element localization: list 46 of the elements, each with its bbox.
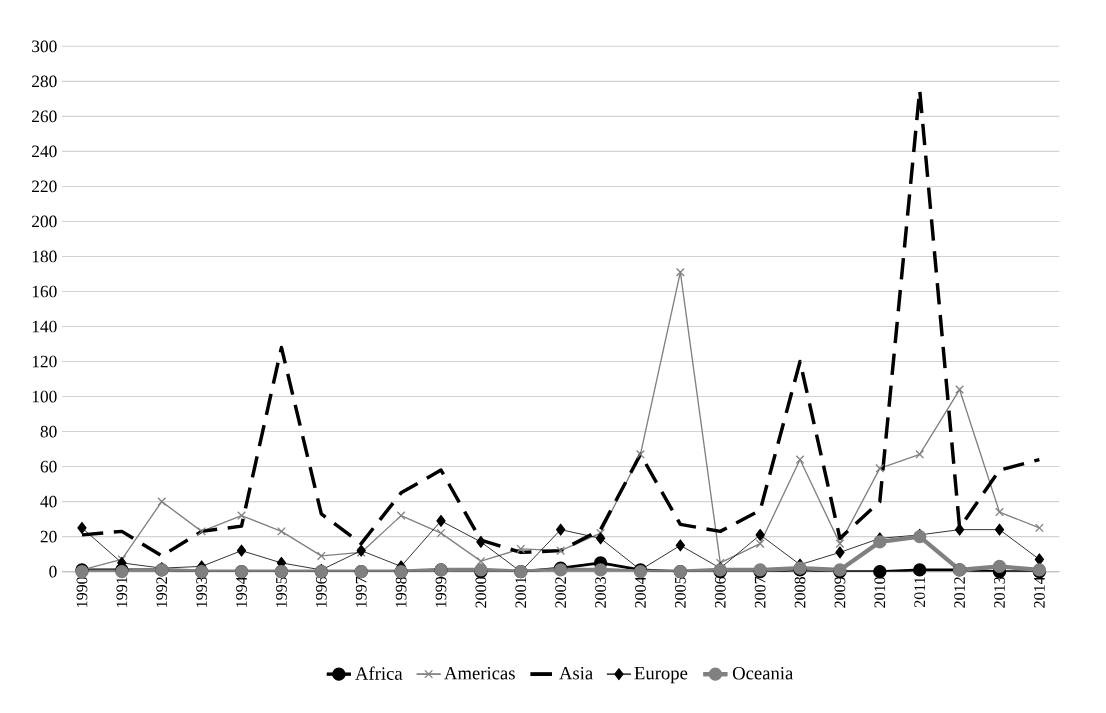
x-tick-label: 1998 <box>395 576 407 607</box>
x-tick-label: 1992 <box>156 577 168 607</box>
legend-label: Oceania <box>732 666 794 680</box>
y-tick-label: 20 <box>40 530 57 543</box>
x-tick-label: 2008 <box>794 576 806 608</box>
y-tick-label: 40 <box>40 495 57 508</box>
x-tick-label: 1991 <box>116 577 128 607</box>
x-tick-label: 2003 <box>595 576 606 608</box>
legend-label: Americas <box>444 666 515 680</box>
x-tick-label: 2007 <box>754 576 766 608</box>
x-tick-label: 2001 <box>515 577 527 608</box>
y-tick-label: 80 <box>40 425 57 438</box>
x-tick-label: 1990 <box>76 576 88 607</box>
x-tick-label: 1994 <box>236 576 247 607</box>
x-tick-label: 2011 <box>914 577 926 608</box>
x-tick-label: 1993 <box>196 576 207 607</box>
y-tick-label: 100 <box>32 390 57 403</box>
y-tick-label: 300 <box>32 40 57 53</box>
x-tick-label: 1995 <box>276 576 287 607</box>
y-tick-label: 220 <box>32 180 57 193</box>
x-tick-label: 2004 <box>635 576 646 608</box>
legend-label: Africa <box>355 666 403 680</box>
y-tick-label: 200 <box>32 215 57 228</box>
y-tick-label: 240 <box>32 145 57 158</box>
legend-label: Europe <box>634 667 688 684</box>
x-tick-label: 1996 <box>315 576 327 607</box>
y-tick-label: 0 <box>49 565 57 578</box>
x-tick-label: 2000 <box>475 576 487 608</box>
y-tick-label: 160 <box>32 285 57 298</box>
x-tick-label: 1999 <box>435 577 447 607</box>
y-tick-label: 60 <box>40 460 57 473</box>
x-tick-label: 2014 <box>1033 576 1045 608</box>
x-tick-label: 2013 <box>994 576 1005 608</box>
y-tick-label: 180 <box>32 250 57 263</box>
x-tick-label: 2012 <box>954 577 965 608</box>
y-tick-label: 280 <box>32 75 57 88</box>
y-tick-label: 120 <box>32 355 57 368</box>
y-tick-label: 140 <box>32 320 57 333</box>
x-tick-label: 2002 <box>555 577 567 608</box>
x-tick-label: 2006 <box>714 576 726 608</box>
x-tick-label: 2005 <box>674 576 686 608</box>
x-tick-label: 2010 <box>874 576 886 608</box>
y-tick-label: 260 <box>32 110 57 123</box>
x-tick-label: 1997 <box>355 576 367 607</box>
legend-label: Asia <box>559 666 593 680</box>
x-tick-label: 2009 <box>834 577 846 608</box>
